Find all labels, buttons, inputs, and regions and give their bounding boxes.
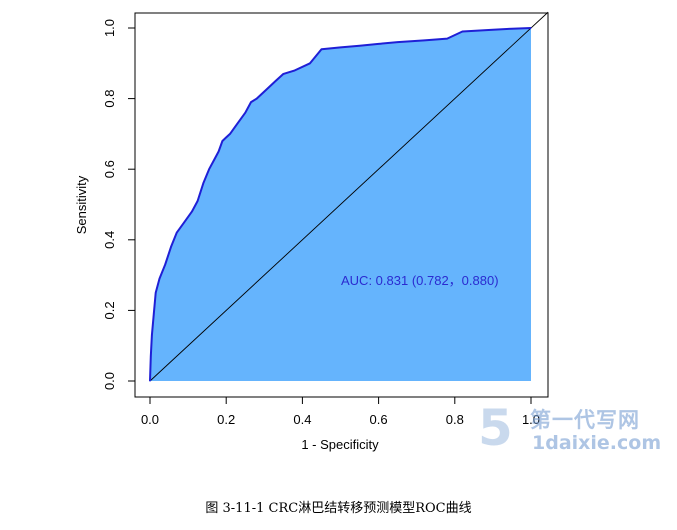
roc-point <box>183 221 185 223</box>
roc-point <box>221 140 223 142</box>
x-tick-label: 1.0 <box>522 412 540 427</box>
y-tick-label: 0.6 <box>102 160 117 178</box>
y-tick-label: 0.4 <box>102 231 117 249</box>
roc-point <box>217 150 220 153</box>
roc-point <box>423 39 425 41</box>
roc-point <box>267 87 269 89</box>
roc-point <box>176 232 178 234</box>
roc-point <box>225 136 227 139</box>
roc-point <box>158 278 161 280</box>
roc-point <box>320 48 323 50</box>
roc-point <box>275 80 277 82</box>
roc-point <box>250 101 252 103</box>
roc-point <box>191 210 193 213</box>
roc-point <box>282 73 284 75</box>
roc-point <box>256 98 258 100</box>
roc-point <box>170 246 172 248</box>
roc-point <box>339 46 342 49</box>
roc-point <box>151 334 153 336</box>
y-tick-label: 0.8 <box>102 90 117 108</box>
x-axis-label: 1 - Specificity <box>301 437 379 452</box>
roc-point <box>197 200 199 202</box>
axis-layer: 0.0 0.2 0.4 0.6 0.8 1.0 0.0 0.2 0.4 0.6 0.8 1.0 <box>102 19 540 427</box>
y-tick-label: 1.0 <box>102 19 117 37</box>
roc-point <box>244 112 246 114</box>
roc-point <box>202 182 204 184</box>
auc-annotation: AUC: 0.831 (0.782，0.880) <box>341 273 499 288</box>
x-tick-label: 0.6 <box>370 412 388 427</box>
y-tick-label: 0.2 <box>102 301 117 319</box>
roc-point <box>492 29 494 31</box>
x-tick-label: 0.4 <box>293 412 311 427</box>
roc-point <box>530 27 532 29</box>
roc-point <box>237 122 239 124</box>
reference-diagonal <box>149 11 549 382</box>
roc-point <box>511 28 513 30</box>
roc-point <box>397 41 399 43</box>
roc-point <box>208 168 210 170</box>
roc-point <box>229 133 231 135</box>
roc-point <box>153 313 155 315</box>
roc-point <box>149 380 151 382</box>
roc-point <box>309 62 311 64</box>
roc-point <box>150 355 152 357</box>
x-tick-label: 0.8 <box>446 412 464 427</box>
roc-point <box>461 30 464 33</box>
roc-point <box>294 69 296 71</box>
roc-point <box>378 43 380 45</box>
roc-point <box>155 292 157 294</box>
y-tick-label: 0.0 <box>102 372 117 390</box>
roc-point <box>358 45 361 47</box>
roc-point <box>446 37 448 40</box>
roc-point <box>164 263 166 266</box>
plot-layer <box>149 11 549 382</box>
y-axis-label: Sensitivity <box>74 175 89 234</box>
roc-point <box>214 158 216 160</box>
x-tick-label: 0.0 <box>141 412 159 427</box>
x-tick-label: 0.2 <box>217 412 235 427</box>
figure-caption: 图 3-11-1 CRC淋巴结转移预测模型ROC曲线 <box>205 501 472 516</box>
